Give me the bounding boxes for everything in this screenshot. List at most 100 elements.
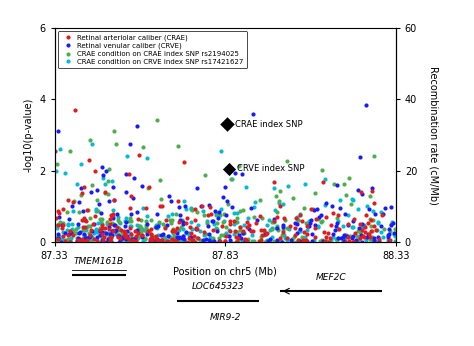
Point [135, 152, 143, 157]
Point [148, 237, 156, 243]
Point [55, 222, 62, 227]
Point [97, 228, 104, 234]
Point [70, 199, 78, 204]
Point [143, 213, 151, 219]
Point [161, 234, 168, 240]
Point [187, 219, 194, 225]
Point [164, 238, 172, 244]
Point [102, 231, 109, 237]
Point [153, 211, 160, 216]
Point [82, 234, 89, 239]
Point [232, 228, 239, 234]
Point [64, 197, 72, 202]
Point [223, 121, 231, 127]
Point [231, 170, 238, 176]
Point [172, 228, 179, 234]
Point [133, 210, 140, 215]
Point [108, 232, 116, 238]
Point [82, 234, 90, 240]
Point [220, 232, 228, 237]
Point [293, 230, 301, 236]
Point [99, 217, 106, 222]
Legend: Retinal arteriolar caliber (CRAE), Retinal venular caliber (CRVE), CRAE conditio: Retinal arteriolar caliber (CRAE), Retin… [58, 31, 247, 68]
Point [106, 216, 113, 221]
Point [261, 228, 268, 234]
Point [120, 233, 128, 239]
Point [315, 224, 322, 229]
Point [369, 236, 377, 242]
Point [300, 237, 307, 242]
Point [106, 166, 113, 172]
Point [368, 235, 376, 240]
Point [290, 195, 297, 201]
Point [279, 229, 287, 235]
Point [73, 181, 81, 187]
Point [102, 169, 109, 174]
Point [93, 238, 100, 244]
Point [126, 226, 134, 231]
Point [238, 172, 246, 177]
Point [167, 218, 175, 224]
Point [168, 228, 176, 234]
Point [217, 212, 224, 218]
Point [164, 239, 172, 245]
Point [251, 238, 258, 244]
Point [67, 235, 74, 241]
Point [93, 237, 101, 243]
Point [249, 112, 257, 117]
Point [241, 239, 249, 245]
Point [104, 230, 112, 236]
Point [356, 235, 364, 241]
Point [181, 238, 188, 244]
Point [153, 222, 160, 228]
Point [212, 226, 220, 231]
Point [258, 216, 265, 221]
Point [105, 224, 113, 230]
Point [78, 239, 86, 244]
Point [294, 217, 301, 223]
Point [93, 188, 101, 193]
Point [75, 239, 82, 244]
Point [136, 227, 143, 232]
Point [110, 129, 118, 134]
Point [122, 216, 130, 221]
Point [91, 213, 99, 219]
Point [246, 227, 253, 232]
Point [125, 236, 132, 242]
Point [257, 227, 264, 233]
Point [161, 225, 169, 230]
Point [387, 204, 395, 210]
Point [266, 236, 273, 242]
Point [163, 222, 171, 228]
Point [333, 182, 340, 188]
Point [179, 233, 187, 238]
Point [95, 201, 103, 207]
Point [325, 239, 332, 244]
Point [225, 233, 233, 238]
Point [341, 212, 349, 217]
Point [291, 234, 298, 240]
Point [147, 217, 155, 222]
Point [144, 221, 151, 226]
Point [136, 223, 143, 228]
Point [109, 211, 117, 217]
Point [258, 233, 266, 238]
Point [119, 236, 127, 242]
Point [72, 107, 79, 113]
Point [240, 230, 248, 236]
Point [233, 239, 241, 245]
Point [270, 218, 278, 224]
Point [158, 237, 166, 243]
Y-axis label: -log10(p-value): -log10(p-value) [24, 98, 34, 172]
Point [173, 234, 181, 240]
Point [57, 237, 65, 242]
Point [209, 219, 217, 224]
Point [126, 236, 133, 242]
Point [128, 236, 136, 241]
Point [109, 229, 117, 234]
Point [69, 222, 76, 227]
Point [234, 235, 242, 241]
Point [236, 227, 244, 233]
Point [149, 233, 156, 239]
Point [358, 227, 365, 233]
